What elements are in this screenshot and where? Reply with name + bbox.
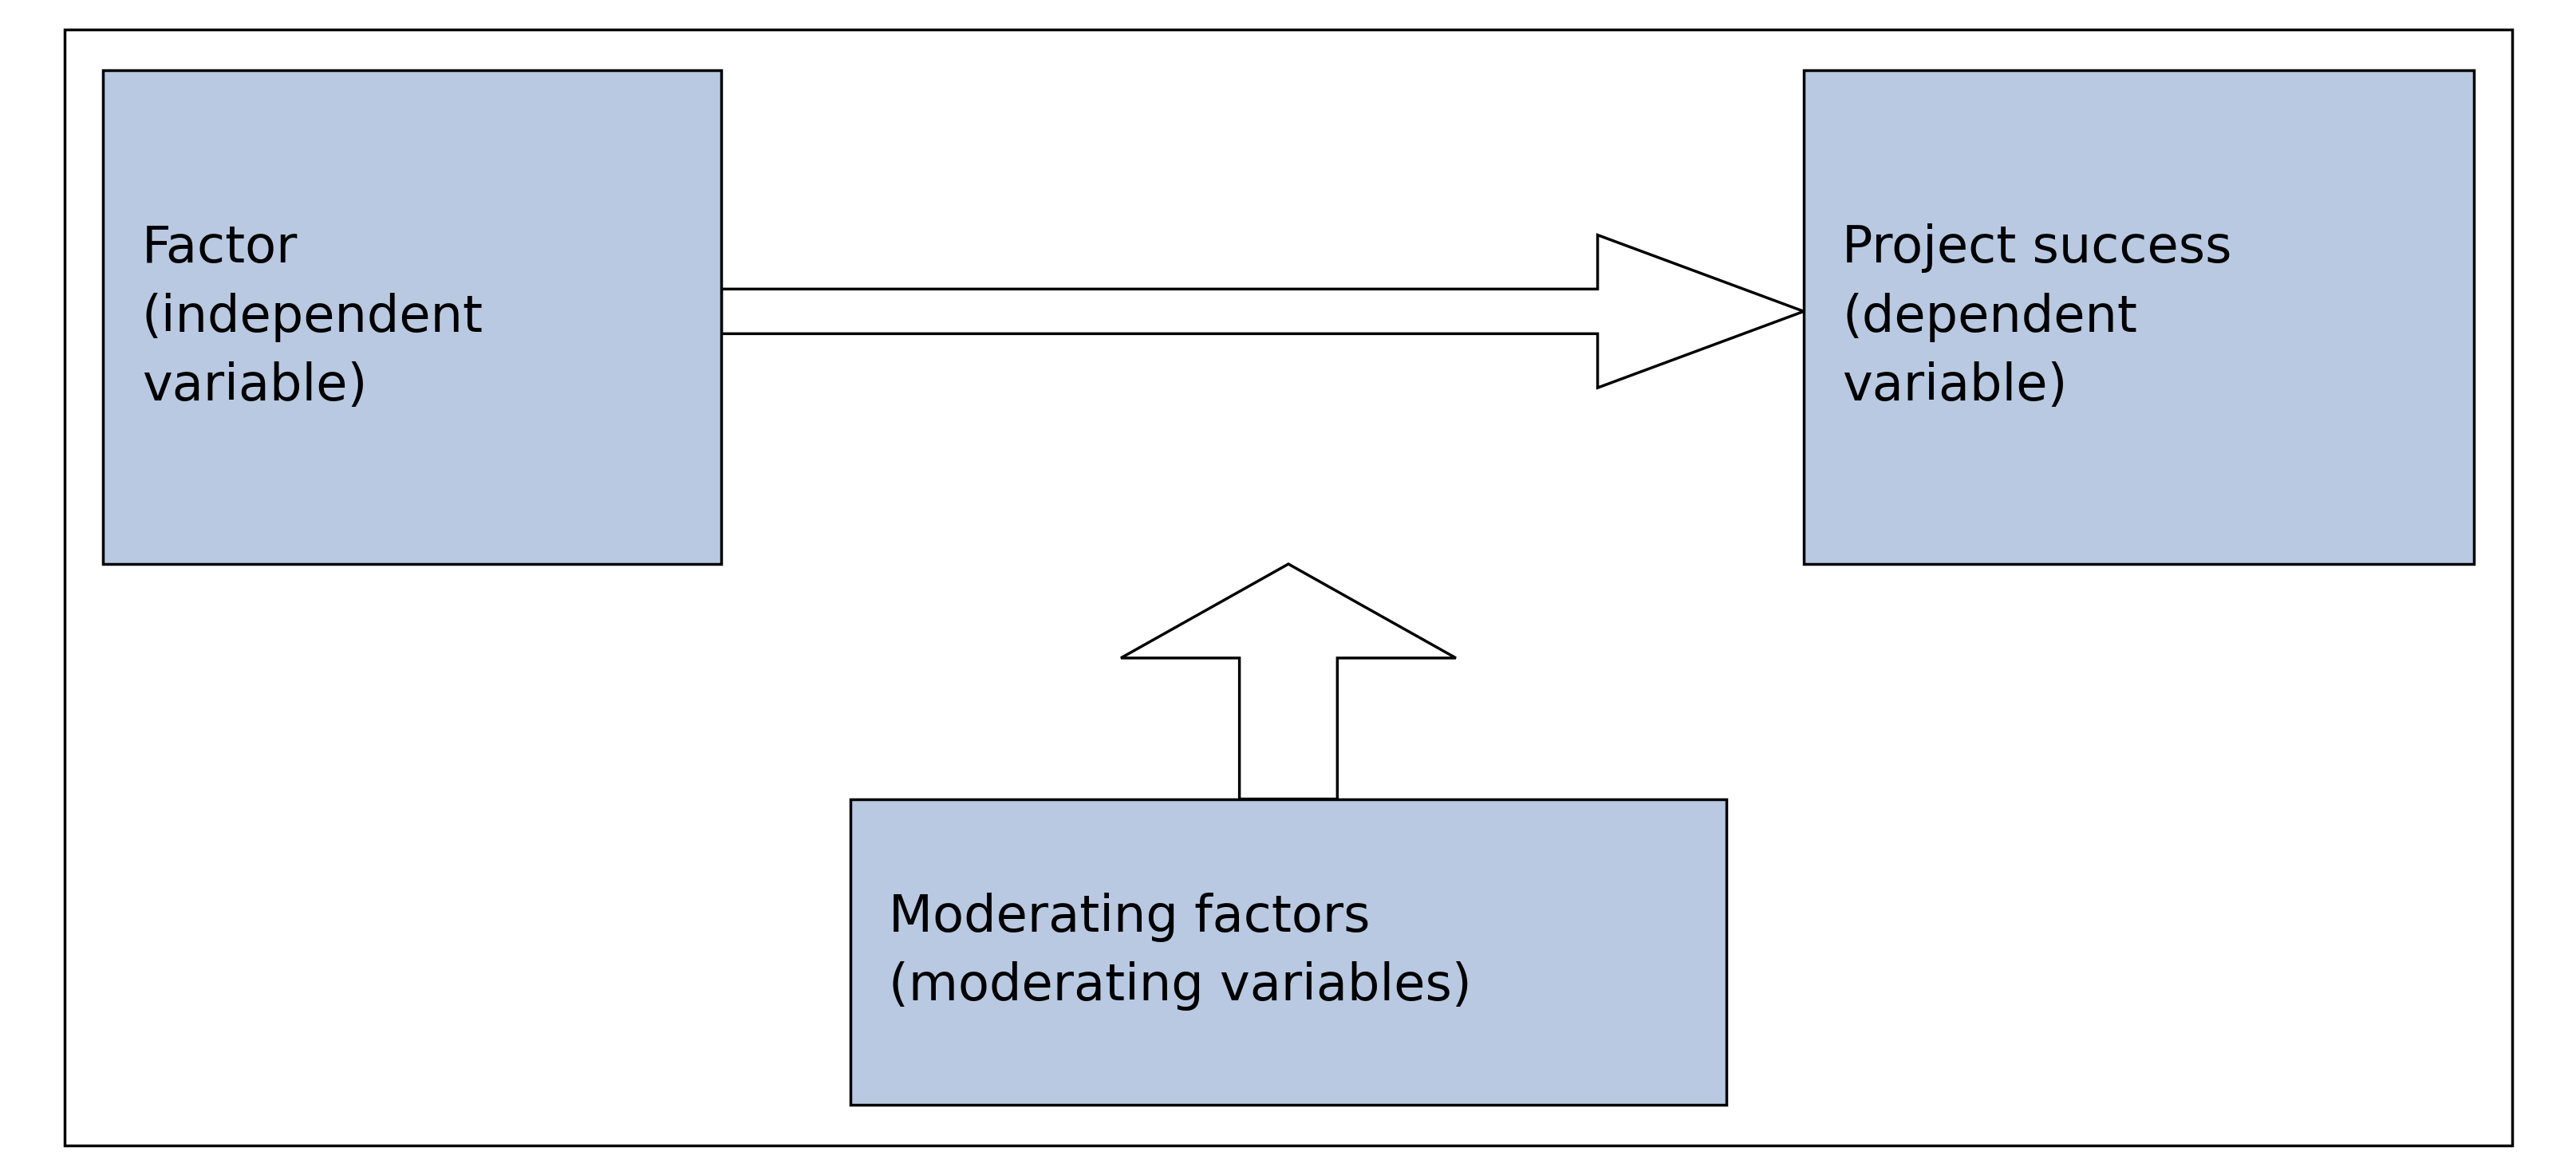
Polygon shape [1121, 564, 1455, 799]
Polygon shape [721, 235, 1803, 388]
FancyBboxPatch shape [1803, 70, 2473, 564]
Text: Project success
(dependent
variable): Project success (dependent variable) [1842, 223, 2231, 411]
Text: Moderating factors
(moderating variables): Moderating factors (moderating variables… [889, 893, 1471, 1010]
FancyBboxPatch shape [850, 799, 1726, 1104]
Text: Factor
(independent
variable): Factor (independent variable) [142, 223, 484, 411]
FancyBboxPatch shape [103, 70, 721, 564]
